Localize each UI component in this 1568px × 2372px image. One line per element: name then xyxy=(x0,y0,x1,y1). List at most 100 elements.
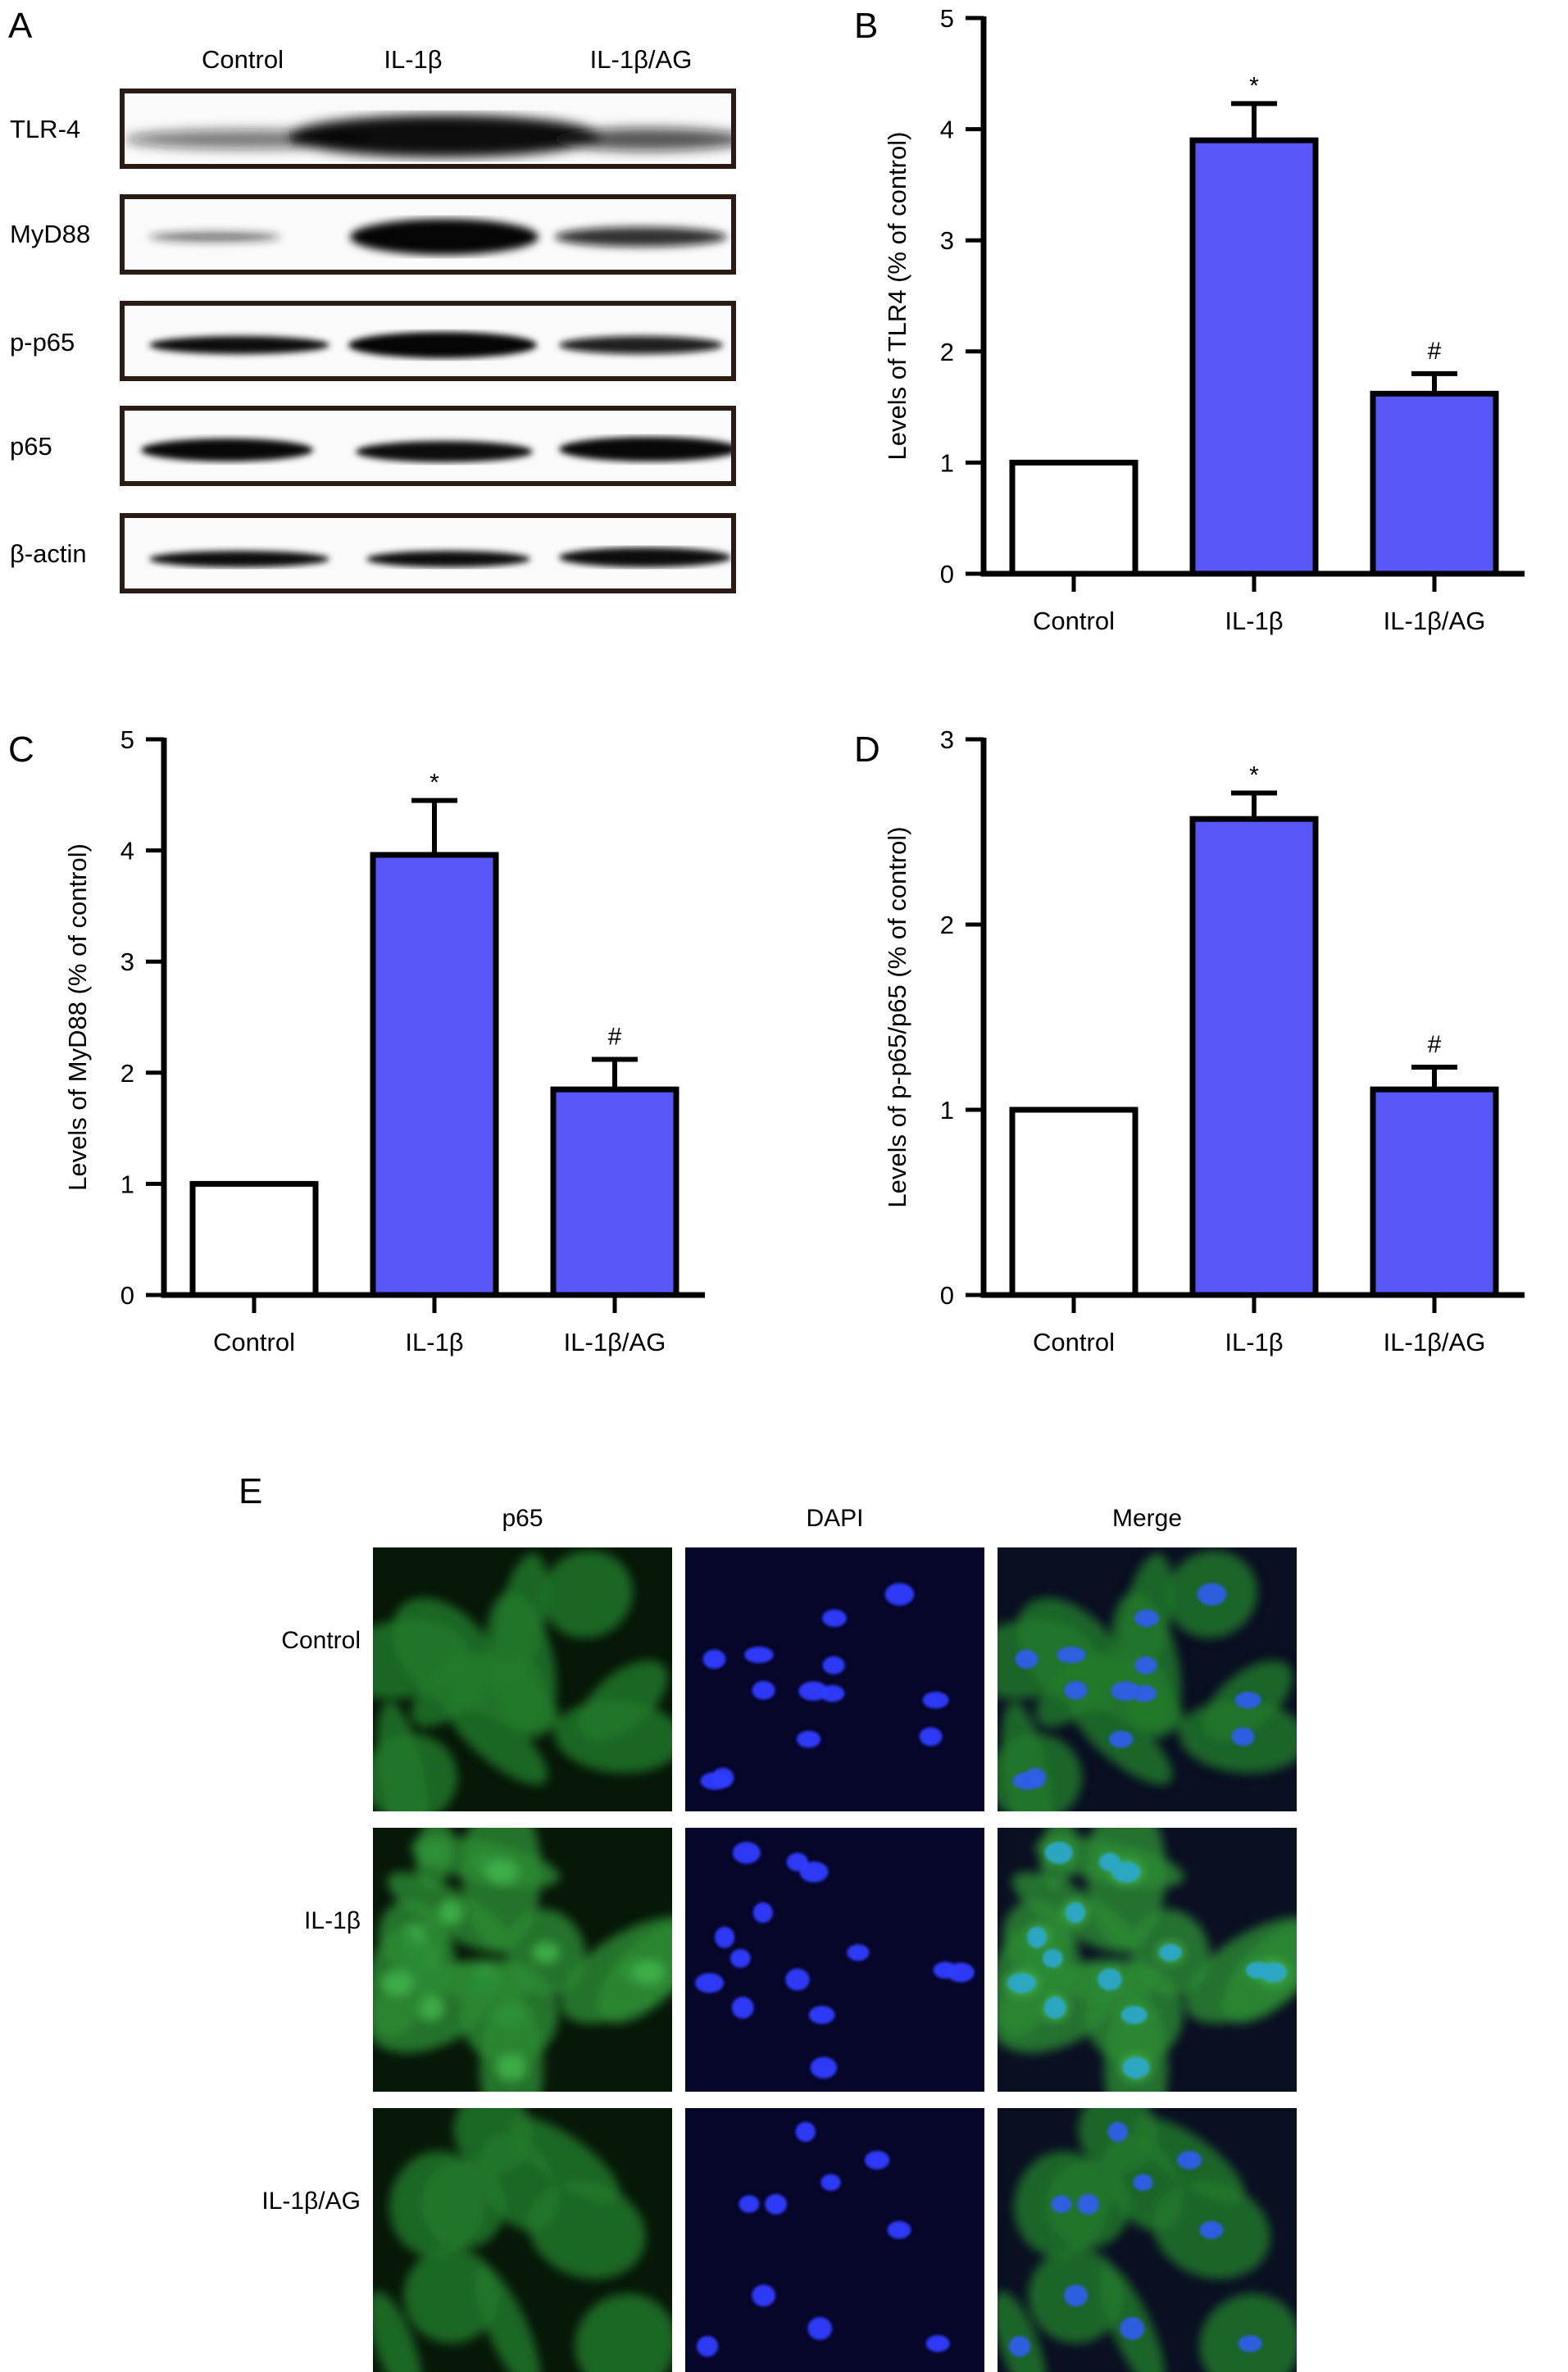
fluorescence-row-label: IL-1β xyxy=(304,1907,361,1934)
nucleus xyxy=(1234,1691,1261,1709)
blot-bands-image xyxy=(149,219,727,255)
nucleus xyxy=(744,1646,774,1664)
x-tick-label: IL-1β/AG xyxy=(1384,1328,1486,1356)
fluorescence-image xyxy=(998,1547,1297,1811)
nucleus xyxy=(947,1962,975,1983)
nucleus xyxy=(887,2220,911,2239)
cell-body xyxy=(509,2116,620,2204)
bar xyxy=(189,1180,319,1298)
y-tick-label: 4 xyxy=(940,116,954,144)
blot-row-label: p65 xyxy=(10,432,52,461)
fluorescence-column-label: DAPI xyxy=(806,1505,864,1532)
micrograph-svg xyxy=(998,1828,1297,2092)
significance-marker: * xyxy=(429,770,439,797)
nucleus xyxy=(847,1944,870,1961)
blot-bands-image xyxy=(141,437,731,462)
nucleus xyxy=(715,1926,735,1948)
nucleus xyxy=(1057,1646,1086,1664)
y-tick-label: 5 xyxy=(120,725,134,754)
bar xyxy=(550,1086,679,1298)
fluorescence-image xyxy=(685,1828,984,2092)
nucleus xyxy=(1122,2056,1150,2079)
fluorescence-image xyxy=(373,1547,672,1811)
blot-row-label: p-p65 xyxy=(10,328,75,357)
micrograph-svg xyxy=(373,2108,672,2372)
nucleus xyxy=(752,1680,775,1700)
y-axis-label: Levels of p-p65/p65 (% of control) xyxy=(883,826,911,1207)
cell-body xyxy=(421,2160,506,2249)
fluorescence-image xyxy=(998,1828,1297,2092)
nucleus xyxy=(1107,2121,1128,2143)
fluorescence-image xyxy=(685,1547,984,1811)
micrograph-svg xyxy=(685,2108,984,2372)
micrograph-svg xyxy=(998,2108,1297,2372)
y-tick-label: 0 xyxy=(120,1281,134,1310)
nucleus xyxy=(1120,2006,1148,2024)
micrograph-background xyxy=(685,2108,984,2372)
nucleus xyxy=(1015,1649,1039,1670)
micrograph-svg xyxy=(685,1828,984,2092)
y-axis-label: Levels of MyD88 (% of control) xyxy=(63,843,92,1191)
nucleus xyxy=(1134,1656,1157,1674)
cell-body xyxy=(453,2108,534,2174)
blot-row-label: β-actin xyxy=(10,539,87,568)
bar xyxy=(370,852,499,1298)
x-tick-label: IL-1β xyxy=(1225,1328,1283,1356)
nucleus xyxy=(1259,1962,1287,1983)
nucleus xyxy=(731,1997,754,2019)
bar-chart-svg: 0 1 2 3 Levels of p-p65/p65 (% of control) Co… xyxy=(883,725,1525,1356)
nucleus xyxy=(1176,2151,1202,2170)
nucleus xyxy=(1007,1973,1037,1993)
micrograph-svg xyxy=(373,1828,672,2092)
blot-column-label: IL-1β/AG xyxy=(589,45,693,74)
nucleus xyxy=(752,1902,773,1923)
nucleus xyxy=(1111,1681,1141,1701)
fluorescence-image xyxy=(373,1828,672,2092)
x-tick-label: Control xyxy=(213,1328,295,1356)
chart-b: 0 1 2 3 4 5 Levels of TLR4 (% of control) Contr… xyxy=(852,0,1568,664)
bar xyxy=(1009,459,1139,577)
panel-label-a: A xyxy=(8,6,33,46)
bar-chart-svg: 0 1 2 3 4 5 Levels of TLR4 (% of control) Contr… xyxy=(883,4,1525,635)
nucleus xyxy=(810,2056,838,2079)
nucleus xyxy=(1108,1730,1134,1748)
nucleus xyxy=(1120,2316,1145,2340)
bar xyxy=(1189,816,1319,1298)
blot-column-label: IL-1β xyxy=(384,45,443,74)
fluorescence-row-label: Control xyxy=(281,1627,361,1654)
y-tick-label: 3 xyxy=(940,226,954,255)
nucleus xyxy=(884,1583,915,1606)
nucleus xyxy=(1044,1842,1073,1864)
cell-body xyxy=(392,1597,502,1712)
nuclear-p65 xyxy=(495,2054,528,2081)
significance-marker: # xyxy=(608,1024,622,1051)
nucleus xyxy=(1159,1944,1182,1961)
blot-strip-p-p65 xyxy=(120,301,736,381)
nucleus xyxy=(1231,1727,1255,1747)
bar xyxy=(1370,390,1499,577)
blot-strip-tlr4 xyxy=(120,89,736,169)
nucleus xyxy=(1043,1997,1066,2019)
significance-marker: * xyxy=(1249,762,1259,789)
panel-label-e: E xyxy=(239,1471,263,1511)
blot-strip-p65 xyxy=(120,406,736,486)
fluorescence-column-label: p65 xyxy=(502,1505,543,1532)
significance-marker: * xyxy=(1249,72,1259,99)
fluorescence-image xyxy=(998,2108,1297,2372)
nucleus xyxy=(1134,1609,1159,1627)
x-tick-label: Control xyxy=(1033,1328,1115,1356)
y-tick-label: 5 xyxy=(940,4,954,33)
cell-body xyxy=(444,1693,548,1785)
x-tick-label: IL-1β/AG xyxy=(564,1328,666,1356)
nucleus xyxy=(864,2151,890,2170)
y-tick-label: 4 xyxy=(120,837,134,866)
nuclear-p65 xyxy=(484,1859,519,1885)
nucleus xyxy=(732,1842,761,1864)
nucleus xyxy=(807,2316,833,2340)
nucleus xyxy=(702,1649,726,1670)
nucleus xyxy=(1042,1948,1063,1968)
nucleus xyxy=(711,1767,734,1788)
nucleus xyxy=(765,2193,788,2215)
blot-row-label: TLR-4 xyxy=(10,115,81,143)
nucleus xyxy=(1027,1926,1048,1948)
